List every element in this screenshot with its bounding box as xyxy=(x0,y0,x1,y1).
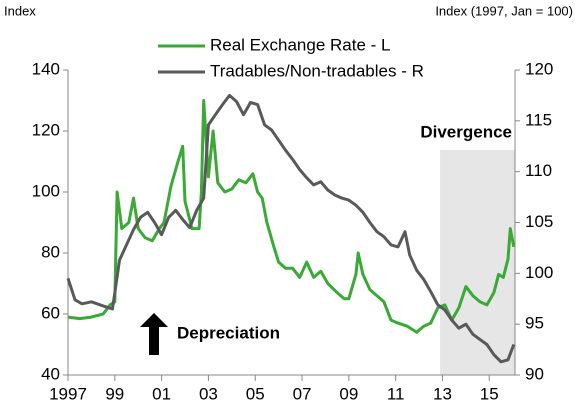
y-tick-label: 120 xyxy=(32,120,60,139)
y-tick-label: 100 xyxy=(32,181,60,200)
y2-tick-label: 100 xyxy=(525,263,553,282)
y-tick-label: 40 xyxy=(41,364,60,383)
y-tick-label: 80 xyxy=(41,242,60,261)
y2-tick-label: 105 xyxy=(525,212,553,231)
x-tick-label: 99 xyxy=(105,384,124,403)
x-tick-label: 01 xyxy=(152,384,171,403)
y-axis-label: Index xyxy=(4,3,36,18)
x-tick-label: 05 xyxy=(246,384,265,403)
legend-label: Real Exchange Rate - L xyxy=(210,35,391,54)
annotation: Depreciation xyxy=(177,323,280,342)
y2-tick-label: 95 xyxy=(525,314,544,333)
y2-tick-label: 120 xyxy=(525,59,553,78)
y-tick-label: 60 xyxy=(41,303,60,322)
series-line xyxy=(66,93,516,364)
legend-label: Tradables/Non-tradables - R xyxy=(210,61,424,80)
annotation: Divergence xyxy=(420,122,512,141)
x-tick-label: 07 xyxy=(293,384,312,403)
y-tick-label: 140 xyxy=(32,59,60,78)
shaded-region xyxy=(440,150,515,375)
x-tick-label: 11 xyxy=(387,384,405,403)
y2-axis-label: Index (1997, Jan = 100) xyxy=(435,3,573,18)
y2-tick-label: 110 xyxy=(525,161,552,180)
x-tick-label: 09 xyxy=(339,384,358,403)
x-tick-label: 03 xyxy=(199,384,218,403)
x-tick-label: 1997 xyxy=(49,384,87,403)
x-tick-label: 15 xyxy=(480,384,499,403)
x-tick-label: 13 xyxy=(433,384,452,403)
series-line xyxy=(67,99,516,334)
arrow xyxy=(140,313,168,355)
y2-tick-label: 90 xyxy=(525,364,544,383)
y2-tick-label: 115 xyxy=(525,110,552,129)
